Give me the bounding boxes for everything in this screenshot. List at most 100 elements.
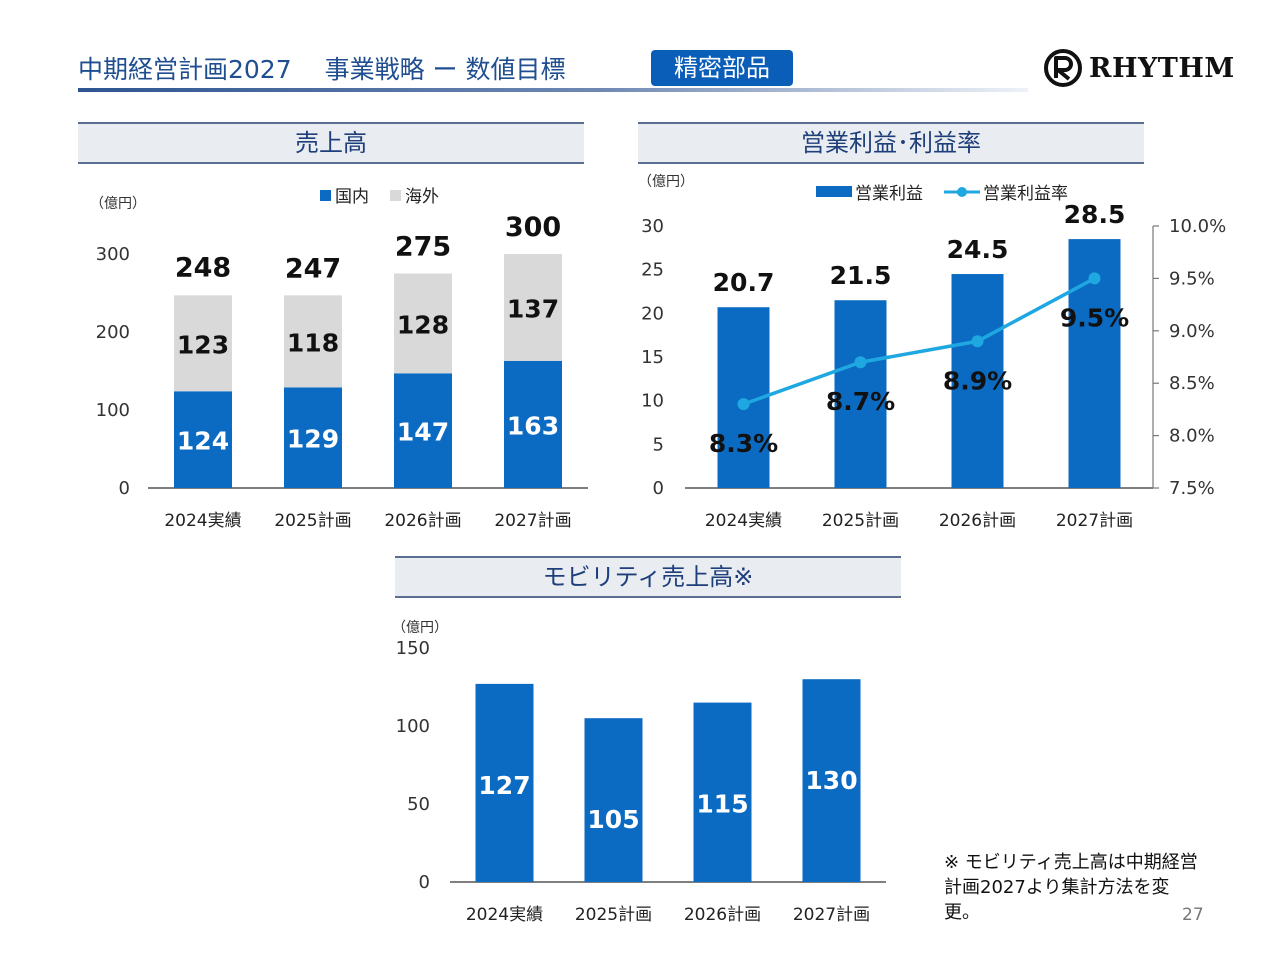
y2-tick-label: 8.0%: [1169, 426, 1215, 447]
data-label-total: 248: [175, 253, 231, 284]
y-tick-label: 25: [641, 260, 664, 281]
bar-domestic: [174, 391, 232, 488]
data-label-mobility: 130: [805, 766, 857, 795]
data-label-mobility: 127: [478, 771, 530, 800]
data-label-rate: 8.3%: [709, 429, 778, 458]
y-tick-label: 20: [641, 303, 664, 324]
logo-text: RHYTHM: [1089, 52, 1235, 84]
mobility-footnote: ※ モビリティ売上高は中期経営計画2027より集計方法を変更。: [944, 852, 1198, 923]
legend-swatch-bar: [816, 186, 852, 197]
mobility-chart: （億円） 0 50 100 150 127 2024実績 105 2025計画 115 2026計画…: [392, 620, 886, 925]
y-tick-label: 30: [641, 216, 664, 237]
bar-overseas: [504, 254, 562, 361]
x-tick-label: 2024実績: [705, 511, 782, 531]
y2-tick-label: 8.5%: [1169, 373, 1215, 394]
company-logo: RHYTHM: [1043, 46, 1235, 90]
sales-chart: （億円） 0 100 200 300 国内 海外 124 123 248 2024実績 129 118 2…: [90, 187, 588, 531]
rate-point: [971, 335, 984, 348]
legend-swatch: [390, 190, 401, 201]
y-tick-label: 100: [396, 716, 430, 737]
x-tick-label: 2026計画: [939, 511, 1016, 531]
bar-operating-profit: [951, 274, 1004, 488]
bar-domestic: [394, 373, 452, 488]
page-number: 27: [1182, 905, 1204, 925]
y2-tick-label: 9.5%: [1169, 268, 1215, 289]
data-label-domestic: 163: [507, 411, 559, 440]
x-tick-label: 2026計画: [384, 511, 461, 531]
data-label-profit: 20.7: [713, 268, 775, 297]
y-tick-label: 50: [407, 794, 430, 815]
data-label-domestic: 129: [287, 425, 339, 454]
data-label-profit: 28.5: [1064, 200, 1126, 229]
x-tick-label: 2025計画: [575, 905, 652, 925]
y-axis-unit: （億円）: [90, 196, 146, 212]
data-label-overseas: 128: [397, 310, 449, 339]
x-tick-label: 2024実績: [466, 905, 543, 925]
x-tick-label: 2027計画: [793, 905, 870, 925]
page-title: 中期経営計画2027 事業戦略 ー 数値目標: [78, 55, 566, 84]
data-label-domestic: 147: [397, 418, 449, 447]
data-label-overseas: 137: [507, 294, 559, 323]
legend-label-line: 営業利益率: [983, 184, 1068, 204]
rate-point: [1088, 272, 1101, 285]
bar-mobility-sales: [584, 718, 643, 882]
data-label-total: 300: [505, 212, 561, 243]
x-tick-label: 2027計画: [1056, 511, 1133, 531]
y2-tick-label: 7.5%: [1169, 478, 1215, 499]
x-tick-label: 2024実績: [164, 511, 241, 531]
bar-overseas: [174, 295, 232, 392]
bar-mobility-sales: [693, 702, 752, 882]
sales-section-title: 売上高: [78, 122, 584, 164]
y2-tick-label: 10.0%: [1169, 216, 1226, 237]
y-tick-label: 5: [653, 434, 664, 455]
legend-label-bar: 営業利益: [855, 184, 923, 204]
y-tick-label: 300: [96, 244, 130, 265]
legend-label: 海外: [405, 187, 439, 207]
bar-domestic: [504, 360, 562, 488]
bar-mobility-sales: [475, 683, 534, 882]
bar-operating-profit: [834, 300, 887, 488]
y-tick-label: 200: [96, 322, 130, 343]
data-label-profit: 21.5: [830, 261, 892, 290]
data-label-overseas: 118: [287, 328, 339, 357]
legend-swatch-marker: [957, 187, 967, 197]
data-label-rate: 9.5%: [1060, 303, 1129, 332]
rate-line: [742, 276, 1096, 406]
legend-swatch: [320, 190, 331, 201]
y-tick-label: 100: [96, 400, 130, 421]
rate-point: [737, 398, 750, 411]
bar-domestic: [284, 387, 342, 488]
data-label-domestic: 124: [177, 427, 229, 456]
data-label-overseas: 123: [177, 330, 229, 359]
y-tick-label: 10: [641, 391, 664, 412]
profit-chart: （億円） 0 5 10 15 20 25 30 7.5% 8.0% 8.5% 9.0% 9.5% 10.0…: [638, 174, 1226, 531]
y2-tick-label: 9.0%: [1169, 321, 1215, 342]
data-label-profit: 24.5: [947, 235, 1009, 264]
rhythm-logo-icon: [1044, 49, 1082, 87]
y-tick-label: 0: [419, 872, 430, 893]
y-tick-label: 0: [119, 478, 130, 499]
header-divider: [78, 88, 1028, 92]
profit-section-title: 営業利益･利益率: [638, 122, 1144, 164]
data-label-mobility: 105: [587, 805, 639, 834]
x-tick-label: 2026計画: [684, 905, 761, 925]
data-label-rate: 8.9%: [943, 366, 1012, 395]
bar-mobility-sales: [802, 679, 861, 882]
data-label-total: 275: [395, 232, 451, 263]
x-tick-label: 2025計画: [822, 511, 899, 531]
data-label-total: 247: [285, 253, 341, 284]
bar-overseas: [394, 273, 452, 374]
legend-label: 国内: [335, 187, 369, 207]
x-tick-label: 2027計画: [494, 511, 571, 531]
rate-point: [854, 356, 867, 369]
data-label-rate: 8.7%: [826, 387, 895, 416]
x-tick-label: 2025計画: [274, 511, 351, 531]
mobility-section-title: モビリティ売上高※: [395, 556, 901, 598]
segment-badge: 精密部品: [651, 50, 793, 86]
y-tick-label: 150: [396, 638, 430, 659]
y-axis-unit: （億円）: [638, 174, 694, 190]
y-tick-label: 15: [641, 347, 664, 368]
y-tick-label: 0: [653, 478, 664, 499]
bar-overseas: [284, 295, 342, 388]
data-label-mobility: 115: [696, 790, 748, 819]
